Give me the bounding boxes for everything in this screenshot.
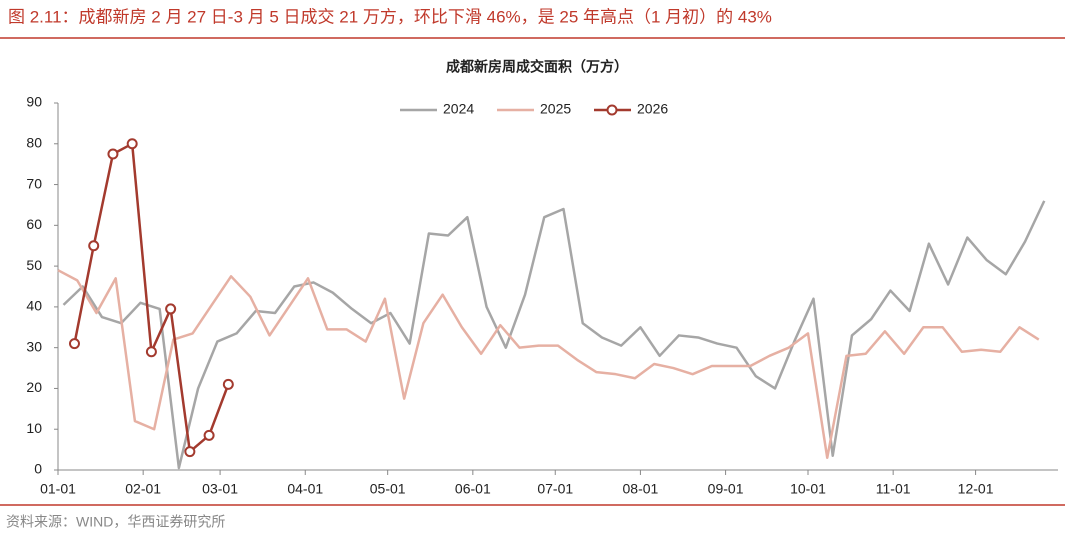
x-tick-label: 11-01 (876, 481, 911, 497)
point-marker (203, 429, 215, 441)
legend-label: 2026 (637, 101, 668, 117)
x-tick-label: 10-01 (790, 481, 826, 497)
y-tick-label: 90 (26, 94, 42, 110)
point-marker (88, 240, 100, 252)
y-tick-label: 20 (26, 379, 42, 395)
y-tick-label: 10 (26, 420, 42, 436)
y-tick-label: 30 (26, 338, 42, 354)
chart-title: 成都新房周成交面积（万方） (446, 59, 628, 75)
series-line (62, 200, 1046, 470)
point-marker (68, 338, 80, 350)
legend-marker (606, 104, 618, 116)
x-tick-label: 06-01 (455, 481, 491, 497)
y-tick-label: 70 (26, 175, 42, 191)
legend-label: 2025 (540, 101, 571, 117)
x-tick-label: 05-01 (370, 481, 406, 497)
point-marker (165, 303, 177, 315)
series-line (57, 269, 1040, 460)
point-marker (126, 138, 138, 150)
series-line (73, 142, 230, 453)
legend-label: 2024 (443, 101, 474, 117)
y-tick-label: 40 (26, 298, 42, 314)
x-tick-label: 12-01 (958, 481, 994, 497)
source: 资料来源：WIND，华西证券研究所 (6, 514, 225, 530)
x-tick-label: 09-01 (708, 481, 744, 497)
x-tick-label: 07-01 (537, 481, 573, 497)
y-tick-label: 80 (26, 134, 42, 150)
y-tick-label: 0 (34, 461, 42, 477)
x-tick-label: 01-01 (40, 481, 76, 497)
x-tick-label: 04-01 (287, 481, 323, 497)
x-tick-label: 02-01 (125, 481, 161, 497)
figure-title: 图 2.11：成都新房 2 月 27 日-3 月 5 日成交 21 万方，环比下… (8, 7, 772, 26)
x-tick-label: 03-01 (202, 481, 238, 497)
y-tick-label: 60 (26, 216, 42, 232)
point-marker (184, 446, 196, 458)
x-tick-label: 08-01 (623, 481, 659, 497)
point-marker (107, 148, 119, 160)
y-tick-label: 50 (26, 257, 42, 273)
point-marker (222, 378, 234, 390)
point-marker (145, 346, 157, 358)
